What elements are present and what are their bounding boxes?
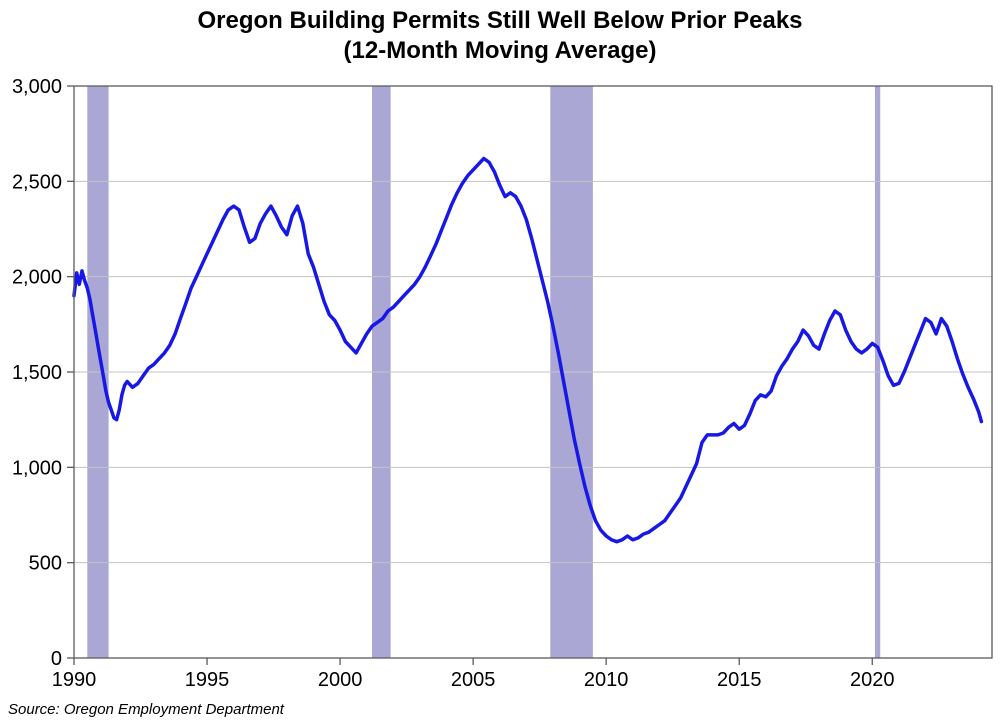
y-tick-label: 1,500 [12,362,62,384]
x-tick-label: 2020 [850,669,895,691]
y-tick-label: 500 [29,553,62,575]
x-tick-label: 2005 [451,669,496,691]
y-tick-label: 2,500 [12,171,62,193]
x-tick-label: 2000 [318,669,363,691]
x-tick-label: 2015 [717,669,762,691]
chart-source: Source: Oregon Employment Department [8,701,284,718]
y-tick-label: 0 [51,648,62,670]
chart-svg: 0 500 1,000 1,500 2,000 2,500 3,000 1990 1995 200… [0,0,1000,724]
x-tick-label: 2010 [584,669,629,691]
y-tick-label: 2,000 [12,267,62,289]
y-tick-label: 1,000 [12,457,62,479]
y-tick-label: 3,000 [12,76,62,98]
x-tick-label: 1990 [52,669,97,691]
chart-container: Oregon Building Permits Still Well Below… [0,0,1000,724]
x-tick-label: 1995 [185,669,230,691]
